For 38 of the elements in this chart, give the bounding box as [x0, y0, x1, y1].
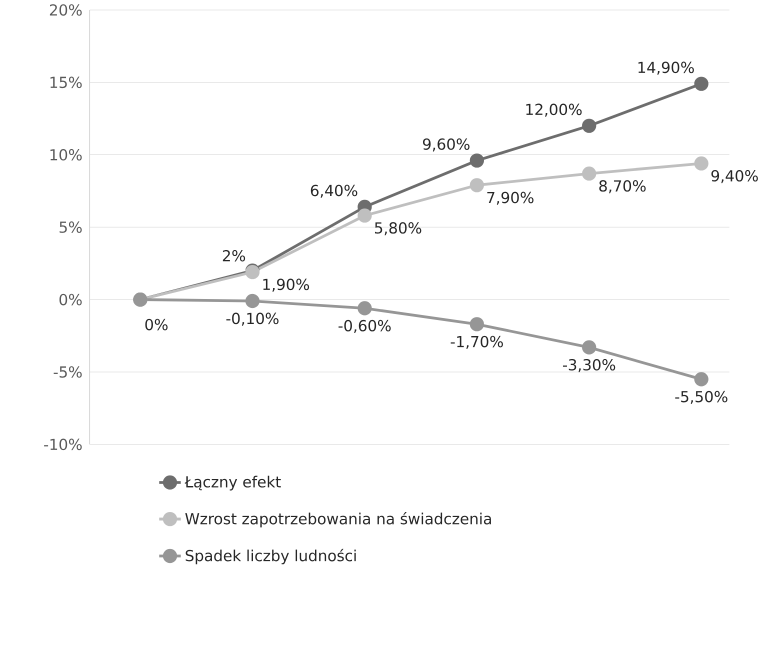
data-label: -1,70% [450, 336, 503, 350]
point [694, 76, 708, 92]
point [582, 118, 596, 134]
data-label: 9,40% [711, 170, 758, 184]
legend-label: Łączny efekt [184, 476, 281, 491]
y-tick-label: -5% [54, 366, 82, 378]
data-label: 5,80% [374, 222, 422, 236]
data-label: 2% [222, 250, 246, 262]
y-tick-label: 10% [50, 149, 82, 161]
data-label: 14,90% [638, 62, 694, 75]
data-label: 12,00% [526, 104, 582, 117]
point [694, 372, 708, 387]
data-label: 7,90% [487, 192, 534, 206]
point [470, 154, 484, 168]
data-label: -0,60% [338, 320, 391, 334]
point [470, 178, 484, 193]
point [470, 317, 484, 332]
data-label: -3,30% [562, 359, 616, 372]
y-tick-label: 15% [50, 76, 82, 88]
y-tick-label: -10% [44, 438, 82, 450]
point [694, 156, 708, 171]
data-label: 0% [145, 319, 168, 331]
data-label: -0,10% [226, 312, 279, 326]
y-tick-label: 20% [50, 4, 82, 16]
data-label: 8,70% [599, 180, 646, 194]
point [245, 294, 260, 308]
legend-label: Wzrost zapotrzebowania na świadczenia [185, 512, 491, 528]
data-label: 6,40% [310, 184, 358, 198]
y-tick-label: 5% [60, 222, 82, 234]
point [358, 208, 372, 223]
data-label: 9,60% [422, 138, 470, 152]
point [582, 166, 596, 181]
point [358, 301, 372, 316]
point [582, 340, 596, 355]
data-label: 1,90% [263, 278, 310, 292]
y-tick-label: 0% [59, 294, 82, 306]
legend-label: Spadek liczby ludności [186, 549, 356, 565]
data-label: -5,50% [675, 391, 728, 404]
